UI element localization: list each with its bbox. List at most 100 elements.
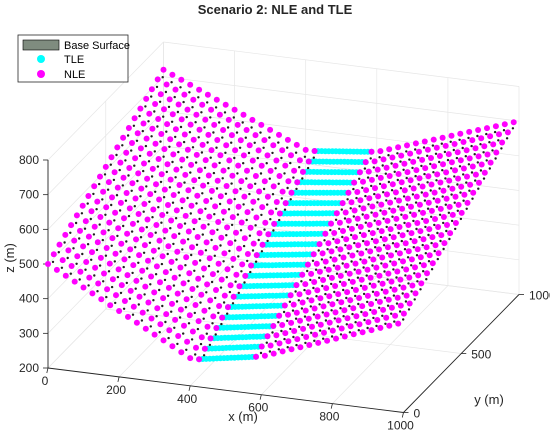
nle-point	[424, 146, 431, 153]
nle-point	[389, 181, 396, 188]
nle-point	[356, 321, 363, 328]
nle-point	[178, 349, 185, 356]
base-surface-point	[342, 288, 345, 292]
base-surface-point	[173, 95, 176, 99]
base-surface-point	[357, 329, 360, 332]
nle-point	[448, 132, 455, 139]
base-surface-point	[145, 226, 148, 229]
nle-point	[314, 313, 321, 320]
nle-point	[404, 169, 411, 176]
base-surface-point	[440, 142, 443, 145]
base-surface-point	[382, 191, 385, 194]
nle-point	[454, 149, 461, 156]
base-surface-point	[168, 186, 172, 189]
nle-point	[370, 256, 377, 263]
base-surface-point	[377, 254, 380, 257]
base-surface-point	[104, 213, 107, 216]
nle-point	[348, 225, 355, 232]
base-surface-point	[391, 215, 394, 218]
base-surface-point	[398, 284, 401, 287]
nle-point	[464, 199, 471, 206]
nle-point	[196, 126, 203, 133]
base-surface-point	[115, 194, 119, 197]
nle-point	[166, 96, 173, 103]
nle-point	[363, 213, 370, 220]
base-surface-point	[133, 205, 136, 208]
grid-line-z-back	[163, 41, 520, 87]
x-axis-line	[47, 367, 404, 413]
nle-point	[458, 209, 465, 216]
nle-point	[196, 86, 203, 93]
nle-point	[125, 125, 132, 131]
nle-point	[360, 205, 367, 212]
nle-point	[201, 307, 208, 314]
nle-point	[354, 189, 361, 195]
base-surface-point	[345, 323, 348, 326]
base-surface-point	[87, 284, 90, 287]
nle-point	[337, 246, 344, 253]
base-surface-point	[93, 274, 96, 277]
nle-point	[441, 240, 448, 247]
nle-point	[145, 257, 151, 264]
nle-point	[148, 86, 155, 93]
nle-point	[258, 162, 265, 169]
base-surface-point	[143, 293, 146, 296]
nle-point	[121, 215, 127, 222]
base-surface-point	[230, 223, 234, 227]
base-surface-point	[493, 130, 497, 134]
base-surface-point	[413, 298, 416, 301]
nle-point	[404, 142, 410, 149]
base-surface-point	[430, 241, 433, 245]
base-surface-point	[330, 282, 333, 286]
base-surface-point	[78, 278, 81, 281]
nle-point	[388, 304, 395, 311]
base-surface-point	[447, 211, 451, 214]
base-surface-point	[249, 270, 252, 274]
base-surface-point	[430, 215, 433, 218]
nle-point	[384, 217, 391, 224]
base-surface-point	[470, 171, 474, 174]
nle-point	[184, 146, 191, 153]
nle-point	[493, 149, 500, 156]
nle-point	[71, 237, 78, 244]
nle-point	[129, 140, 135, 146]
base-surface-point	[190, 253, 193, 257]
nle-point	[319, 250, 326, 257]
nle-point	[328, 274, 335, 281]
base-surface-point	[452, 148, 455, 152]
nle-point	[432, 216, 438, 222]
nle-point	[98, 296, 105, 303]
nle-point	[346, 270, 353, 277]
base-surface-point	[151, 257, 155, 260]
nle-point	[382, 288, 389, 295]
nle-point	[169, 71, 176, 78]
nle-point	[161, 106, 167, 113]
nle-point	[259, 204, 266, 211]
nle-point	[177, 264, 184, 271]
nle-point	[336, 219, 343, 226]
tick-labels: 0200400600800100005001000200300400500600…	[19, 153, 550, 432]
base-surface-point	[148, 200, 151, 203]
nle-point	[203, 198, 210, 204]
base-surface-point	[353, 268, 356, 271]
grid-line-z-side	[47, 111, 164, 230]
nle-point	[202, 157, 209, 164]
nle-point	[89, 290, 96, 297]
base-surface-point	[393, 170, 396, 173]
nle-point	[366, 195, 373, 202]
nle-point	[323, 285, 330, 292]
base-surface-point	[303, 155, 307, 158]
base-surface-point	[366, 300, 369, 304]
base-surface-point	[104, 254, 108, 257]
nle-point	[142, 283, 149, 290]
nle-point	[466, 128, 473, 135]
base-surface-point	[102, 280, 105, 283]
base-surface-point	[203, 166, 207, 169]
base-surface-point	[144, 105, 147, 108]
nle-point	[143, 95, 150, 102]
nle-point	[125, 313, 131, 320]
nle-point	[288, 319, 295, 326]
base-surface-point	[485, 159, 488, 162]
base-surface-point	[271, 151, 274, 155]
nle-point	[325, 240, 332, 247]
